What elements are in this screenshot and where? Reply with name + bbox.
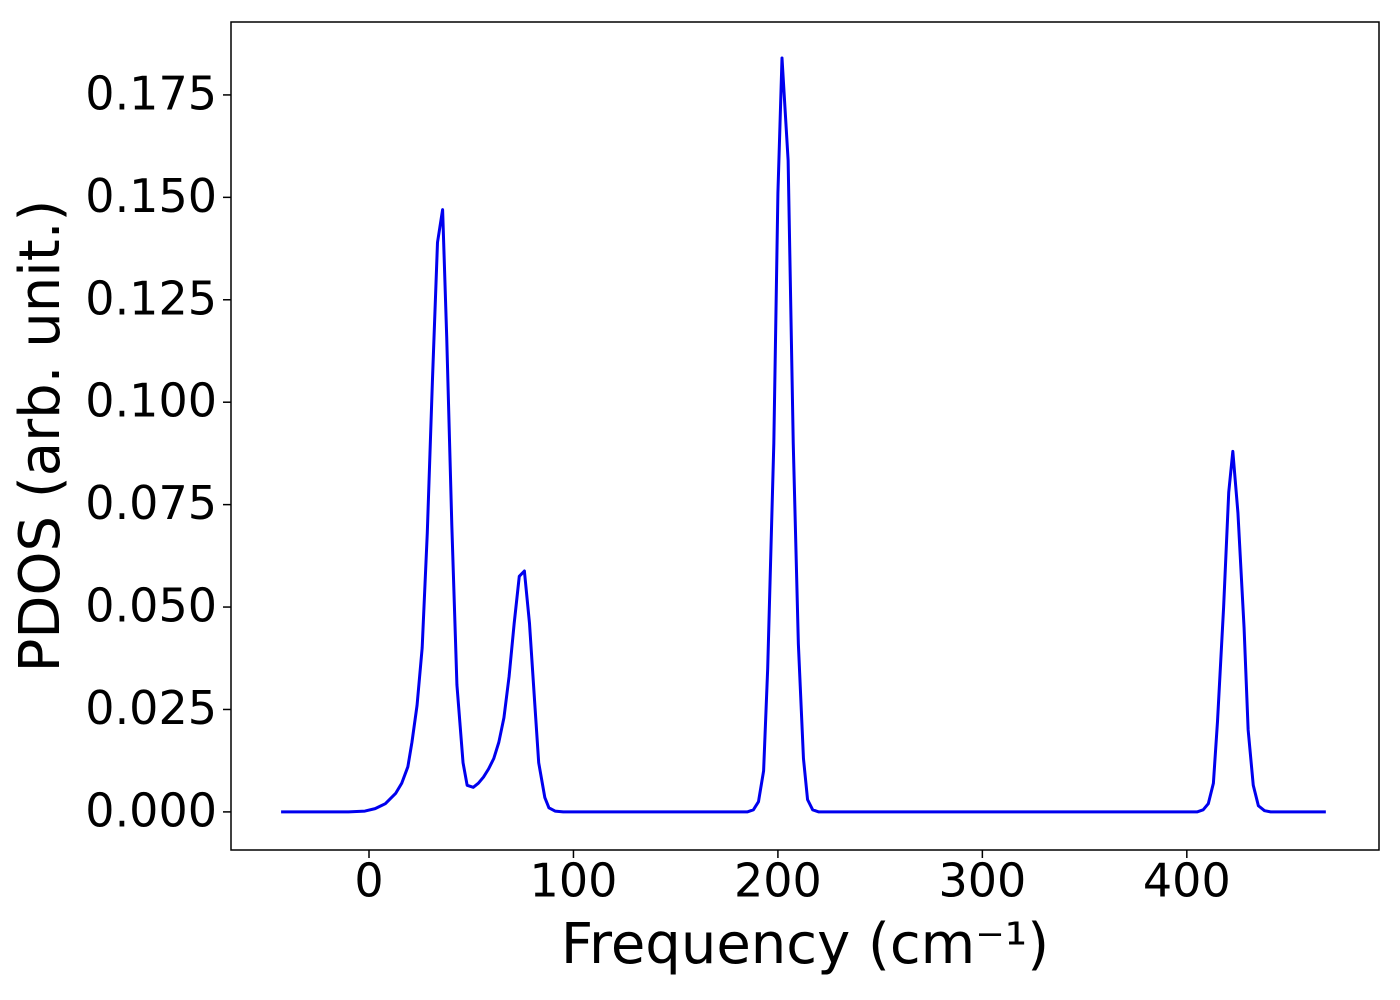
- x-tick-label: 400: [1143, 854, 1231, 908]
- x-axis-label: Frequency (cm⁻¹): [561, 912, 1049, 977]
- data-line: [281, 56, 1326, 814]
- x-tick-label: 200: [734, 854, 822, 908]
- x-tick-label: 0: [354, 854, 383, 908]
- y-tick-label: 0.000: [85, 783, 217, 837]
- y-tick-label: 0.125: [85, 271, 217, 325]
- y-tick-label: 0.025: [85, 681, 217, 735]
- y-tick-label: 0.175: [85, 66, 217, 120]
- x-tick-label: 100: [530, 854, 618, 908]
- y-tick-label: 0.150: [85, 169, 217, 223]
- plot-frame: [230, 21, 1380, 851]
- y-tick-label: 0.100: [85, 374, 217, 428]
- x-tick-label: 300: [938, 854, 1026, 908]
- y-tick-label: 0.050: [85, 579, 217, 633]
- y-axis-label: PDOS (arb. unit.): [8, 200, 73, 673]
- y-tick-label: 0.075: [85, 476, 217, 530]
